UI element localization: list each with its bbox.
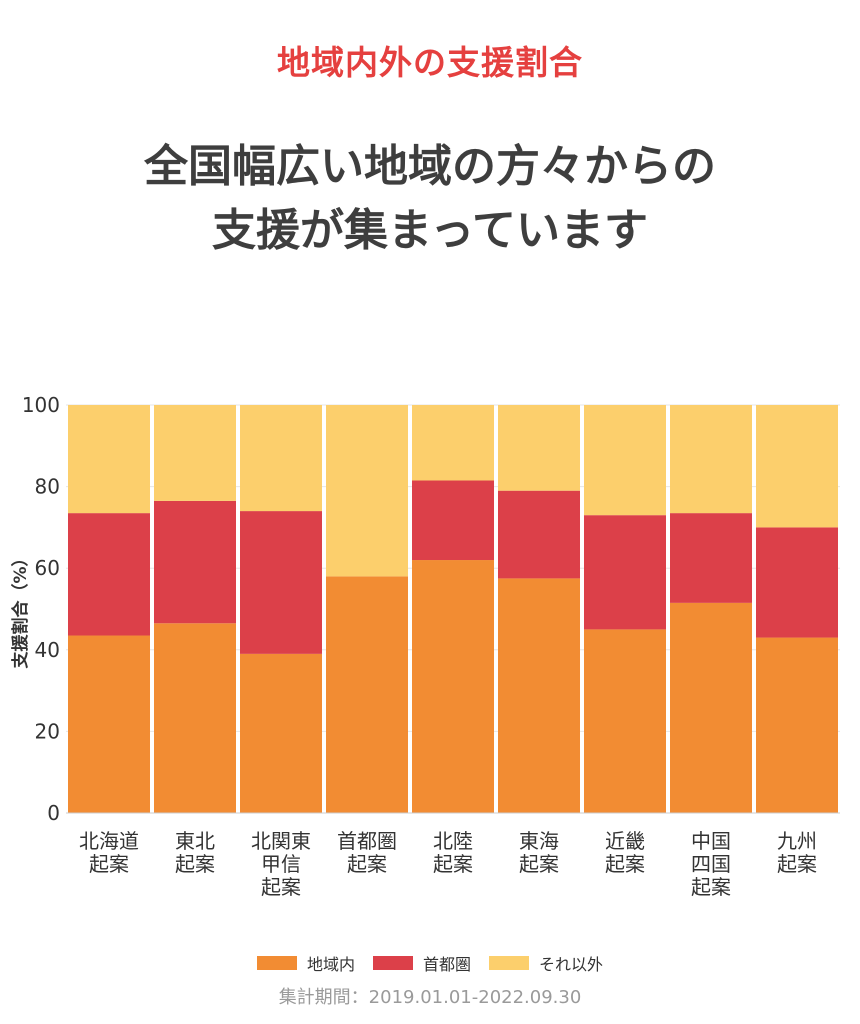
aggregation-period: 集計期間：2019.01.01-2022.09.30 xyxy=(278,987,582,1008)
section-subtitle: 地域内外の支援割合 xyxy=(277,43,583,82)
bar-8-series-2 xyxy=(756,405,838,528)
bar-6-series-2 xyxy=(584,405,666,516)
category-label-3-line-0: 首都圏 xyxy=(337,829,397,853)
legend-swatch-local xyxy=(256,956,297,970)
bar-4-series-2 xyxy=(412,405,494,481)
y-tick-label-80: 80 xyxy=(35,475,60,499)
y-tick-label-100: 100 xyxy=(22,393,60,417)
category-label-6-line-0: 近畿 xyxy=(605,829,645,853)
stacked-bar-chart: 北海道起案東北起案北関東甲信起案首都圏起案北陸起案東海起案近畿起案中国四国起案九… xyxy=(10,393,840,899)
category-label-6-line-1: 起案 xyxy=(605,852,645,876)
bar-6-series-0 xyxy=(584,629,666,813)
bar-8-series-0 xyxy=(756,637,838,813)
category-label-8-line-1: 起案 xyxy=(777,852,817,876)
bar-6-series-1 xyxy=(584,515,666,630)
category-label-7-line-0: 中国 xyxy=(691,829,731,853)
legend-item-other: それ以外 xyxy=(489,951,603,975)
bar-3-series-2 xyxy=(326,405,408,577)
legend-swatch-other xyxy=(489,956,529,970)
category-label-2-line-2: 起案 xyxy=(261,875,301,899)
category-label-8-line-0: 九州 xyxy=(777,829,817,853)
y-axis-label: 支援割合（%） xyxy=(10,549,31,668)
bar-0-series-0 xyxy=(68,635,150,813)
bar-3-series-0 xyxy=(326,576,408,813)
bar-7-series-0 xyxy=(670,602,752,813)
bar-7-series-2 xyxy=(670,405,752,514)
category-label-4-line-0: 北陸 xyxy=(433,829,473,853)
bar-0-series-1 xyxy=(68,513,150,636)
legend-label-other: それ以外 xyxy=(539,955,604,974)
legend-item-local: 地域内 xyxy=(256,951,355,975)
bar-4-series-0 xyxy=(412,560,494,813)
legend-swatch-metro xyxy=(372,956,413,970)
bar-5-series-1 xyxy=(498,490,580,579)
bar-0-series-2 xyxy=(68,405,150,514)
category-label-7-line-2: 起案 xyxy=(691,875,731,899)
bar-1-series-2 xyxy=(154,405,236,501)
category-label-5-line-1: 起案 xyxy=(519,852,559,876)
y-tick-label-60: 60 xyxy=(35,556,60,580)
bar-1-series-0 xyxy=(154,623,236,813)
bar-2-series-0 xyxy=(240,653,322,813)
category-label-3-line-1: 起案 xyxy=(347,852,387,876)
bar-4-series-1 xyxy=(412,480,494,561)
category-label-1-line-0: 東北 xyxy=(175,829,215,853)
y-tick-label-20: 20 xyxy=(35,719,60,743)
legend-label-metro: 首都圏 xyxy=(422,955,471,974)
page-headline: 全国幅広い地域の方々からの 支援が集まっています xyxy=(0,135,860,263)
category-label-1-line-1: 起案 xyxy=(175,852,215,876)
category-label-5-line-0: 東海 xyxy=(519,829,559,853)
bar-1-series-1 xyxy=(154,500,236,624)
category-label-2-line-1: 甲信 xyxy=(261,852,301,876)
bar-2-series-2 xyxy=(240,405,322,512)
bar-8-series-1 xyxy=(756,527,838,638)
headline-line-1: 全国幅広い地域の方々からの xyxy=(144,141,716,192)
y-tick-label-40: 40 xyxy=(35,638,60,662)
bar-5-series-0 xyxy=(498,578,580,813)
bar-5-series-2 xyxy=(498,405,580,491)
category-label-0-line-0: 北海道 xyxy=(79,829,139,853)
bar-2-series-1 xyxy=(240,511,322,654)
chart-legend: 地域内 首都圏 それ以外 xyxy=(0,951,860,975)
y-tick-label-0: 0 xyxy=(47,801,60,825)
legend-item-metro: 首都圏 xyxy=(372,951,471,975)
legend-label-local: 地域内 xyxy=(306,955,355,974)
category-label-0-line-1: 起案 xyxy=(89,852,129,876)
category-label-2-line-0: 北関東 xyxy=(251,829,311,853)
category-label-7-line-1: 四国 xyxy=(691,852,731,876)
bar-7-series-1 xyxy=(670,513,752,603)
headline-line-2: 支援が集まっています xyxy=(211,205,649,256)
category-label-4-line-1: 起案 xyxy=(433,852,473,876)
